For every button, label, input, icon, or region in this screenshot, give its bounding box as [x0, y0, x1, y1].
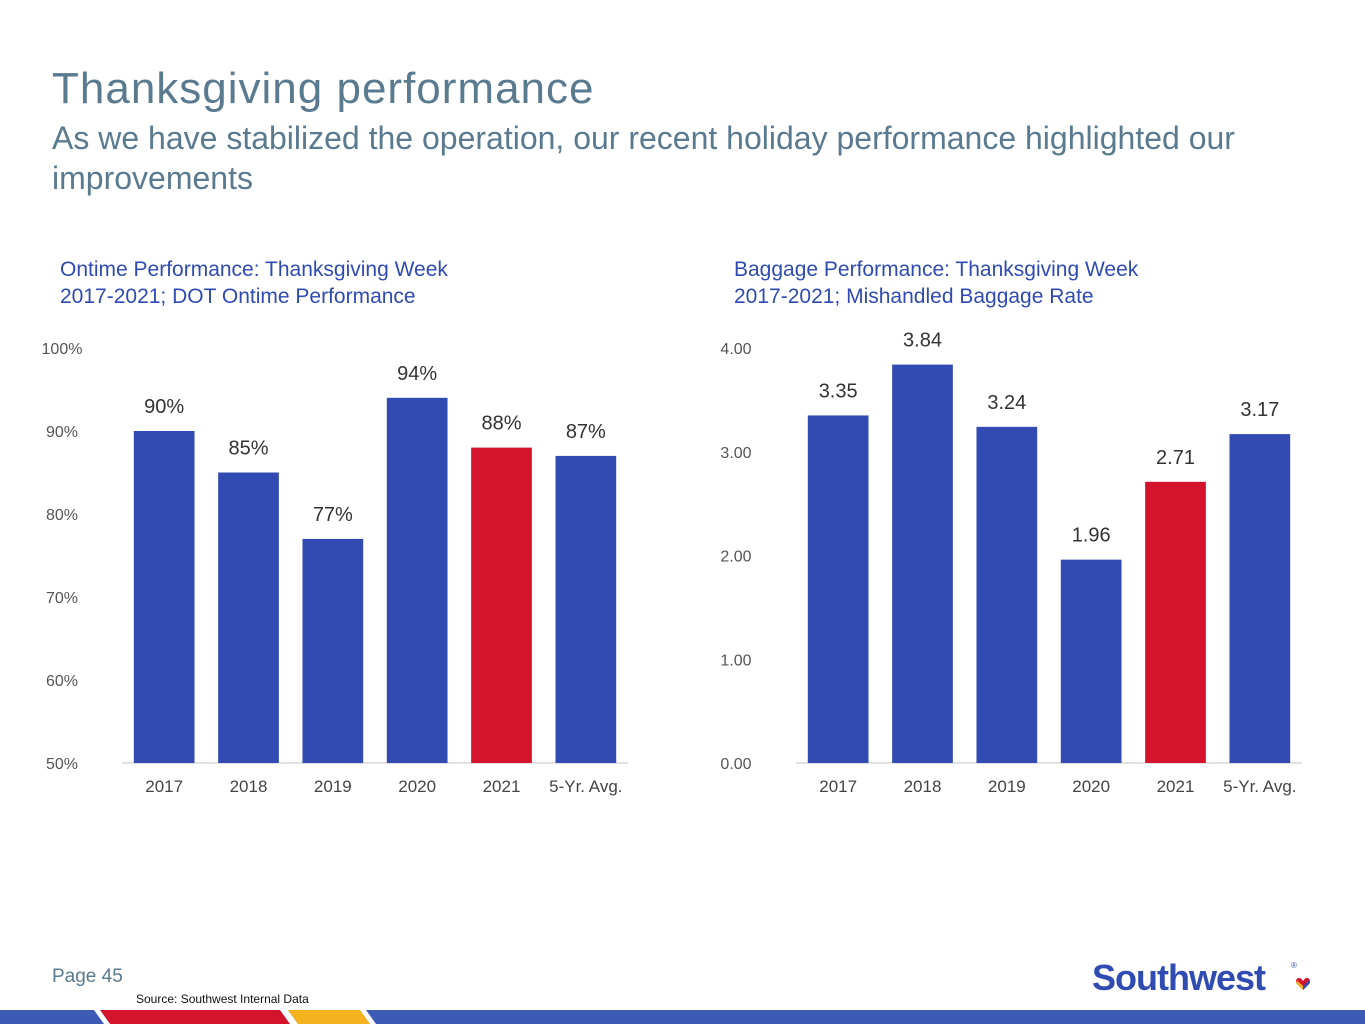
ontime-data-label: 77% — [313, 504, 353, 526]
ontime-data-label: 85% — [228, 438, 268, 460]
baggage-y-tick-label: 1.00 — [720, 652, 751, 669]
logo-wordmark: Southwest — [1092, 957, 1266, 998]
ontime-y-tick-label: 100% — [42, 341, 83, 358]
baggage-bar-chart: 0.00 1.00 2.00 3.00 4.00 3.35 2017 3.84 2018 3.24… — [720, 330, 1302, 796]
ontime-chart-heading: Ontime Performance: Thanksgiving Week 20… — [60, 256, 448, 310]
baggage-bar-5-yr-avg- — [1229, 434, 1291, 763]
ontime-x-tick-label: 2019 — [314, 777, 352, 796]
baggage-bar-2018 — [892, 364, 953, 763]
baggage-x-tick-label: 2017 — [819, 777, 857, 796]
ontime-bar-2021 — [471, 447, 532, 763]
ontime-x-tick-label: 2021 — [483, 777, 521, 796]
baggage-data-label: 3.35 — [819, 380, 858, 402]
baggage-bar-2020 — [1060, 559, 1122, 763]
baggage-y-tick-label: 0.00 — [720, 756, 751, 773]
baggage-y-tick-label: 4.00 — [720, 341, 751, 358]
baggage-x-tick-label: 5-Yr. Avg. — [1223, 777, 1296, 796]
baggage-chart-subtitle: 2017-2021; Mishandled Baggage Rate — [734, 285, 1094, 308]
ontime-x-tick-label: 2020 — [398, 777, 436, 796]
brand-stripe — [0, 1010, 1365, 1024]
logo-registered-mark: ® — [1291, 961, 1297, 970]
baggage-x-tick-label: 2018 — [904, 777, 942, 796]
baggage-data-label: 3.24 — [987, 392, 1026, 414]
baggage-bar-2019 — [976, 426, 1038, 763]
ontime-data-label: 87% — [566, 421, 606, 443]
baggage-data-label: 3.17 — [1240, 399, 1279, 421]
baggage-x-tick-label: 2020 — [1072, 777, 1110, 796]
heart-icon — [1295, 978, 1311, 990]
ontime-y-tick-label: 80% — [46, 507, 78, 524]
ontime-bar-5-yr-avg- — [555, 455, 617, 763]
ontime-y-tick-label: 70% — [46, 590, 78, 607]
ontime-bar-2018 — [218, 472, 279, 763]
ontime-data-label: 88% — [481, 413, 521, 435]
baggage-bar-2017 — [807, 415, 869, 763]
baggage-x-tick-label: 2019 — [988, 777, 1026, 796]
ontime-bar-chart: 50% 60% 70% 80% 90% 100% 90% 2017 85% 2018 77% 2019… — [42, 341, 628, 796]
ontime-x-tick-label: 5-Yr. Avg. — [549, 777, 622, 796]
baggage-chart-heading: Baggage Performance: Thanksgiving Week 2… — [734, 256, 1138, 310]
southwest-logo: Southwest ® — [1092, 957, 1311, 998]
baggage-data-label: 1.96 — [1072, 525, 1111, 547]
ontime-x-tick-label: 2018 — [230, 777, 268, 796]
baggage-bar-2021 — [1145, 481, 1206, 763]
ontime-y-tick-label: 60% — [46, 673, 78, 690]
ontime-data-label: 94% — [397, 363, 437, 385]
baggage-y-tick-label: 2.00 — [720, 549, 751, 566]
baggage-chart-title: Baggage Performance: Thanksgiving Week — [734, 258, 1139, 281]
ontime-bar-2017 — [133, 431, 195, 763]
baggage-data-label: 2.71 — [1156, 447, 1195, 469]
baggage-data-label: 3.84 — [903, 330, 942, 352]
ontime-chart-subtitle: 2017-2021; DOT Ontime Performance — [60, 285, 416, 308]
page-title: Thanksgiving performance — [52, 64, 595, 113]
baggage-y-tick-label: 3.00 — [720, 445, 751, 462]
baggage-x-tick-label: 2021 — [1157, 777, 1195, 796]
ontime-x-tick-label: 2017 — [145, 777, 183, 796]
ontime-data-label: 90% — [144, 396, 184, 418]
ontime-bar-2019 — [302, 538, 364, 763]
ontime-y-tick-label: 90% — [46, 424, 78, 441]
ontime-bar-2020 — [386, 397, 448, 763]
ontime-y-tick-label: 50% — [46, 756, 78, 773]
source-note: Source: Southwest Internal Data — [136, 992, 309, 1006]
page-subtitle: As we have stabilized the operation, our… — [52, 120, 1235, 196]
ontime-chart-title: Ontime Performance: Thanksgiving Week — [60, 258, 448, 281]
page-number: Page 45 — [52, 966, 123, 987]
